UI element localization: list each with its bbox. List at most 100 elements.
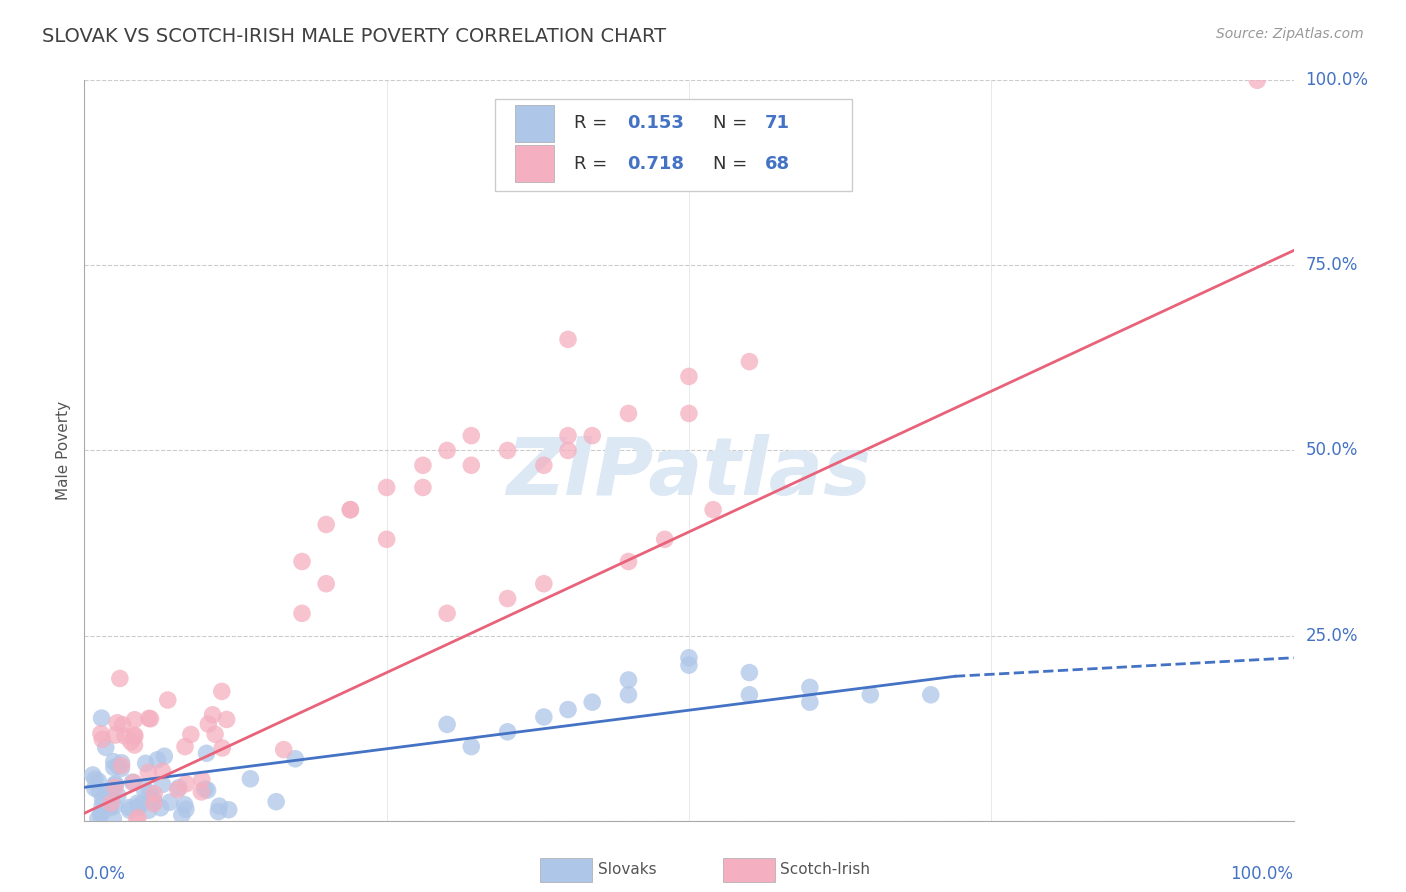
Point xyxy=(581,428,603,442)
Point xyxy=(87,812,110,826)
Point xyxy=(174,802,197,816)
Point xyxy=(110,756,132,770)
Point xyxy=(375,533,398,547)
Point xyxy=(460,428,482,442)
Point xyxy=(678,650,700,665)
Point xyxy=(339,502,361,516)
Point xyxy=(859,688,882,702)
Point xyxy=(738,354,761,368)
Text: 0.718: 0.718 xyxy=(627,155,685,173)
Point xyxy=(142,797,165,811)
Point xyxy=(143,795,166,809)
Point xyxy=(617,688,640,702)
Text: 25.0%: 25.0% xyxy=(1306,626,1358,645)
Point xyxy=(173,797,195,812)
Point xyxy=(208,799,231,814)
Point xyxy=(104,780,127,794)
Point xyxy=(436,443,458,458)
Point xyxy=(799,695,821,709)
Text: Slovaks: Slovaks xyxy=(598,863,657,877)
Point xyxy=(100,796,122,810)
Text: R =: R = xyxy=(574,114,613,132)
Point xyxy=(207,805,229,819)
Point xyxy=(90,711,112,725)
Text: 71: 71 xyxy=(765,114,790,132)
Point xyxy=(138,765,160,780)
Point xyxy=(103,755,125,769)
Point xyxy=(557,703,579,717)
Text: 0.0%: 0.0% xyxy=(84,865,127,883)
Point xyxy=(97,785,120,799)
Point xyxy=(121,775,143,789)
Point xyxy=(533,458,555,473)
Point xyxy=(174,739,197,754)
Point xyxy=(124,728,146,742)
Point xyxy=(111,717,134,731)
Point xyxy=(87,774,110,789)
Point xyxy=(127,796,149,810)
Point xyxy=(139,712,162,726)
Point xyxy=(557,428,579,442)
Point xyxy=(170,808,193,822)
Point xyxy=(190,785,212,799)
Point xyxy=(105,715,128,730)
Point xyxy=(101,784,124,798)
Point xyxy=(84,772,107,786)
Point xyxy=(197,717,219,731)
FancyBboxPatch shape xyxy=(515,104,554,142)
Point xyxy=(339,502,361,516)
Point xyxy=(557,443,579,458)
Point xyxy=(496,591,519,606)
Point xyxy=(129,797,152,812)
Point xyxy=(273,742,295,756)
Point xyxy=(103,812,125,826)
Point xyxy=(197,783,219,797)
Point xyxy=(103,799,125,814)
FancyBboxPatch shape xyxy=(495,99,852,191)
Point xyxy=(920,688,942,702)
Point xyxy=(496,443,519,458)
Point xyxy=(678,658,700,673)
Point xyxy=(375,480,398,494)
Point xyxy=(1246,73,1268,87)
Text: 68: 68 xyxy=(765,155,790,173)
Point xyxy=(156,693,179,707)
Point xyxy=(103,760,125,774)
Point xyxy=(91,798,114,813)
Point xyxy=(167,780,190,795)
Point xyxy=(284,752,307,766)
Point xyxy=(104,778,127,792)
Point xyxy=(90,806,112,821)
Text: R =: R = xyxy=(574,155,613,173)
Point xyxy=(204,727,226,741)
Point xyxy=(149,801,172,815)
Point xyxy=(201,707,224,722)
Point xyxy=(533,576,555,591)
Point xyxy=(496,724,519,739)
Point xyxy=(460,458,482,473)
Point xyxy=(738,688,761,702)
Point xyxy=(142,791,165,805)
Point xyxy=(412,458,434,473)
Point xyxy=(436,607,458,621)
Point xyxy=(94,740,117,755)
Point xyxy=(100,800,122,814)
Point xyxy=(83,781,105,796)
Text: 0.153: 0.153 xyxy=(627,114,685,132)
Point xyxy=(218,803,240,817)
Point xyxy=(124,738,146,752)
Point xyxy=(104,777,127,791)
Point xyxy=(138,711,160,725)
Point xyxy=(557,332,579,346)
Point xyxy=(135,756,157,771)
Point xyxy=(118,800,141,814)
Point xyxy=(291,555,314,569)
Point xyxy=(617,407,640,421)
Point xyxy=(460,739,482,754)
Point xyxy=(146,753,169,767)
Text: 100.0%: 100.0% xyxy=(1230,865,1294,883)
Point xyxy=(125,814,148,828)
Point xyxy=(166,782,188,797)
Point xyxy=(211,684,233,698)
Text: N =: N = xyxy=(713,155,754,173)
